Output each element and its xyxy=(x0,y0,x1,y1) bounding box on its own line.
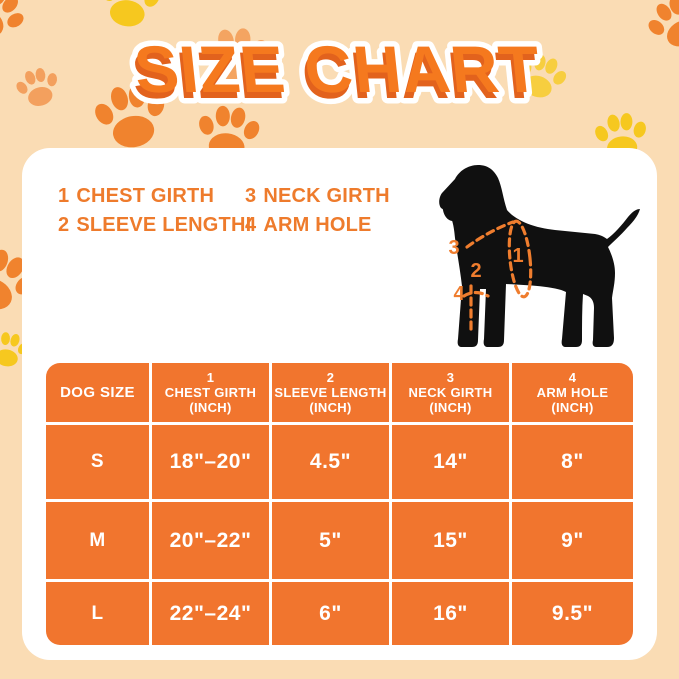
table-row-s-arm: 8" xyxy=(512,425,633,502)
content-card: 1 CHEST GIRTH 3 NECK GIRTH 2 SLEEVE LENG… xyxy=(22,148,657,660)
legend-item-sleeve-length: 2 SLEEVE LENGTHI xyxy=(58,211,251,240)
cell-value: 20"–22" xyxy=(169,528,252,552)
cell-value: 22"–24" xyxy=(169,601,252,625)
table-row-l-chest: 22"–24" xyxy=(152,582,272,645)
header-label: ARM HOLE xyxy=(536,384,609,400)
legend-number: 4 xyxy=(245,214,257,236)
legend-label: SLEEVE LENGTHI xyxy=(76,214,252,236)
size-table: DOG SIZE 1 CHEST GIRTH (INCH) 2 SLEEVE L… xyxy=(46,363,633,645)
table-row-s-size: S xyxy=(46,425,152,502)
table-row-s-chest: 18"–20" xyxy=(152,425,272,502)
header-number: 1 xyxy=(206,369,215,385)
legend-label: CHEST GIRTH xyxy=(76,185,215,207)
header-neck-girth: 3 NECK GIRTH (INCH) xyxy=(392,363,512,425)
legend-item-chest-girth: 1 CHEST GIRTH xyxy=(58,182,245,211)
title-outline: SIZE CHART xyxy=(131,33,545,107)
legend-label: NECK GIRTH xyxy=(263,185,390,207)
header-unit: (INCH) xyxy=(189,399,232,415)
table-row-s-neck: 14" xyxy=(392,425,512,502)
legend-number: 1 xyxy=(58,185,70,207)
table-row-l-neck: 16" xyxy=(392,582,512,645)
marker-sleeve: 2 xyxy=(470,260,481,282)
measurement-legend: 1 CHEST GIRTH 3 NECK GIRTH 2 SLEEVE LENG… xyxy=(58,182,438,240)
header-arm-hole: 4 ARM HOLE (INCH) xyxy=(512,363,633,425)
header-chest-girth: 1 CHEST GIRTH (INCH) xyxy=(152,363,272,425)
neck-girth-line xyxy=(465,220,515,249)
cell-value: 15" xyxy=(433,528,468,552)
marker-chest: 1 xyxy=(512,245,523,267)
marker-armhole: 4 xyxy=(453,283,465,305)
arm-hole-line xyxy=(462,290,490,298)
chest-girth-ellipse xyxy=(507,219,533,299)
title-outline-shadow: SIZE CHART xyxy=(128,39,542,113)
title-text: SIZE CHART xyxy=(131,33,545,107)
cell-value: 14" xyxy=(433,450,468,473)
table-row-m-arm: 9" xyxy=(512,502,633,582)
cell-value: 4.5" xyxy=(309,450,352,473)
legend-label: ARM HOLE xyxy=(263,214,372,236)
dog-measurement-diagram: 3 1 2 4 xyxy=(439,165,640,347)
cell-value: 5" xyxy=(319,528,342,552)
dog-silhouette xyxy=(439,165,640,347)
cell-value: 8" xyxy=(561,450,584,473)
table-row-m-size: M xyxy=(46,502,152,582)
table-row-m-chest: 20"–22" xyxy=(152,502,272,582)
cell-value: S xyxy=(90,451,105,472)
header-number: 4 xyxy=(568,369,577,385)
table-row-m-sleeve: 5" xyxy=(272,502,392,582)
header-sleeve-length: 2 SLEEVE LENGTH (INCH) xyxy=(272,363,392,425)
legend-item-neck-girth: 3 NECK GIRTH xyxy=(245,182,438,211)
header-number: 3 xyxy=(446,369,455,385)
legend-number: 2 xyxy=(58,214,70,236)
header-label: DOG SIZE xyxy=(60,384,135,401)
header-label: SLEEVE LENGTH xyxy=(274,384,387,400)
cell-value: M xyxy=(89,529,106,551)
dog-ear xyxy=(442,187,462,221)
cell-value: 18"–20" xyxy=(169,450,252,473)
table-row-m-neck: 15" xyxy=(392,502,512,582)
table-row-s-sleeve: 4.5" xyxy=(272,425,392,502)
page-title: SIZE CHART SIZE CHART SIZE CHART SIZE CH… xyxy=(123,28,550,119)
legend-number: 3 xyxy=(245,185,257,207)
table-row-l-arm: 9.5" xyxy=(512,582,633,645)
cell-value: 9" xyxy=(561,528,584,552)
header-label: NECK GIRTH xyxy=(408,384,493,400)
cell-value: 9.5" xyxy=(551,601,594,625)
cell-value: 16" xyxy=(433,601,468,625)
header-label: CHEST GIRTH xyxy=(164,384,257,400)
header-number: 2 xyxy=(326,369,335,385)
header-unit: (INCH) xyxy=(309,399,352,415)
header-unit: (INCH) xyxy=(551,399,594,415)
cell-value: L xyxy=(91,602,104,624)
table-row-l-size: L xyxy=(46,582,152,645)
legend-item-arm-hole: 4 ARM HOLE xyxy=(245,211,438,240)
cell-value: 6" xyxy=(319,601,342,625)
header-unit: (INCH) xyxy=(429,399,472,415)
header-dog-size: DOG SIZE xyxy=(46,363,152,425)
title-shadow: SIZE CHART xyxy=(128,39,542,113)
marker-neck: 3 xyxy=(448,237,459,259)
table-row-l-sleeve: 6" xyxy=(272,582,392,645)
